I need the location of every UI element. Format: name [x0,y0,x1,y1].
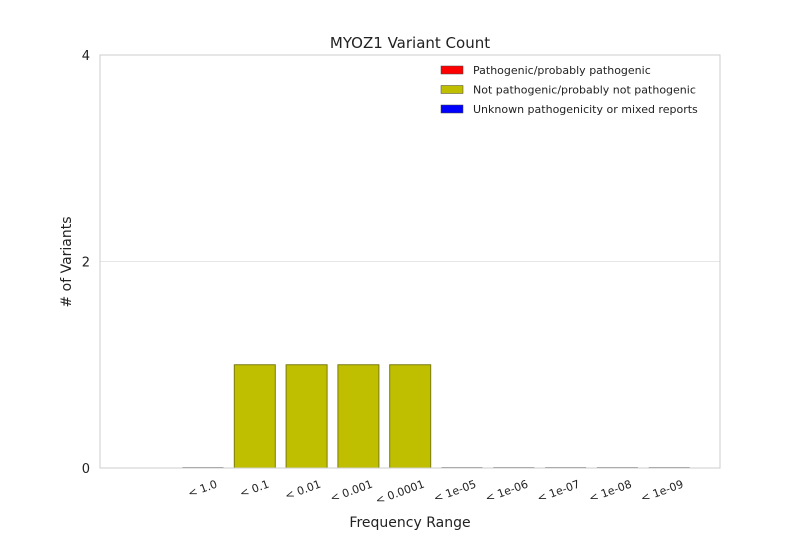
legend-swatch-2 [440,104,464,114]
bar-1-2 [285,364,328,469]
x-tick-label: < 1e-08 [587,478,633,505]
legend: Pathogenic/probably pathogenic Not pathog… [440,64,698,116]
legend-label-1: Not pathogenic/probably not pathogenic [473,84,696,97]
legend-label-0: Pathogenic/probably pathogenic [473,64,651,77]
bar-1-3 [337,364,380,469]
x-axis-label: Frequency Range [349,515,470,531]
chart-title: MYOZ1 Variant Count [330,34,490,52]
x-tick-label: < 1.0 [186,478,219,501]
x-tick-label: < 0.0001 [374,478,427,508]
bar-1-4 [389,364,432,469]
x-tick-label: < 1e-07 [535,478,581,505]
x-tick-label: < 0.001 [328,478,374,505]
legend-swatch-0 [440,65,464,75]
bars [182,364,690,469]
legend-label-2: Unknown pathogenicity or mixed reports [473,103,698,116]
x-tick-label: < 1e-06 [484,478,530,505]
legend-swatch-1 [440,85,464,94]
x-tick-label: < 0.01 [283,478,322,503]
x-tick-label: < 1e-09 [639,478,685,505]
y-tick-label: 4 [82,49,90,64]
x-tick-labels: < 1.0 < 0.1 < 0.01 < 0.001 < 0.0001 < 1e-05 < … [186,478,685,508]
bar-1-1 [233,364,276,469]
y-tick-label: 0 [82,462,90,477]
x-tick-label: < 1e-05 [432,478,478,505]
y-tick-labels: 0 2 4 [82,49,90,477]
x-tick-label: < 0.1 [238,478,271,501]
y-tick-label: 2 [82,256,90,271]
plot-frame [99,54,721,469]
y-axis-label: # of Variants [59,216,75,307]
